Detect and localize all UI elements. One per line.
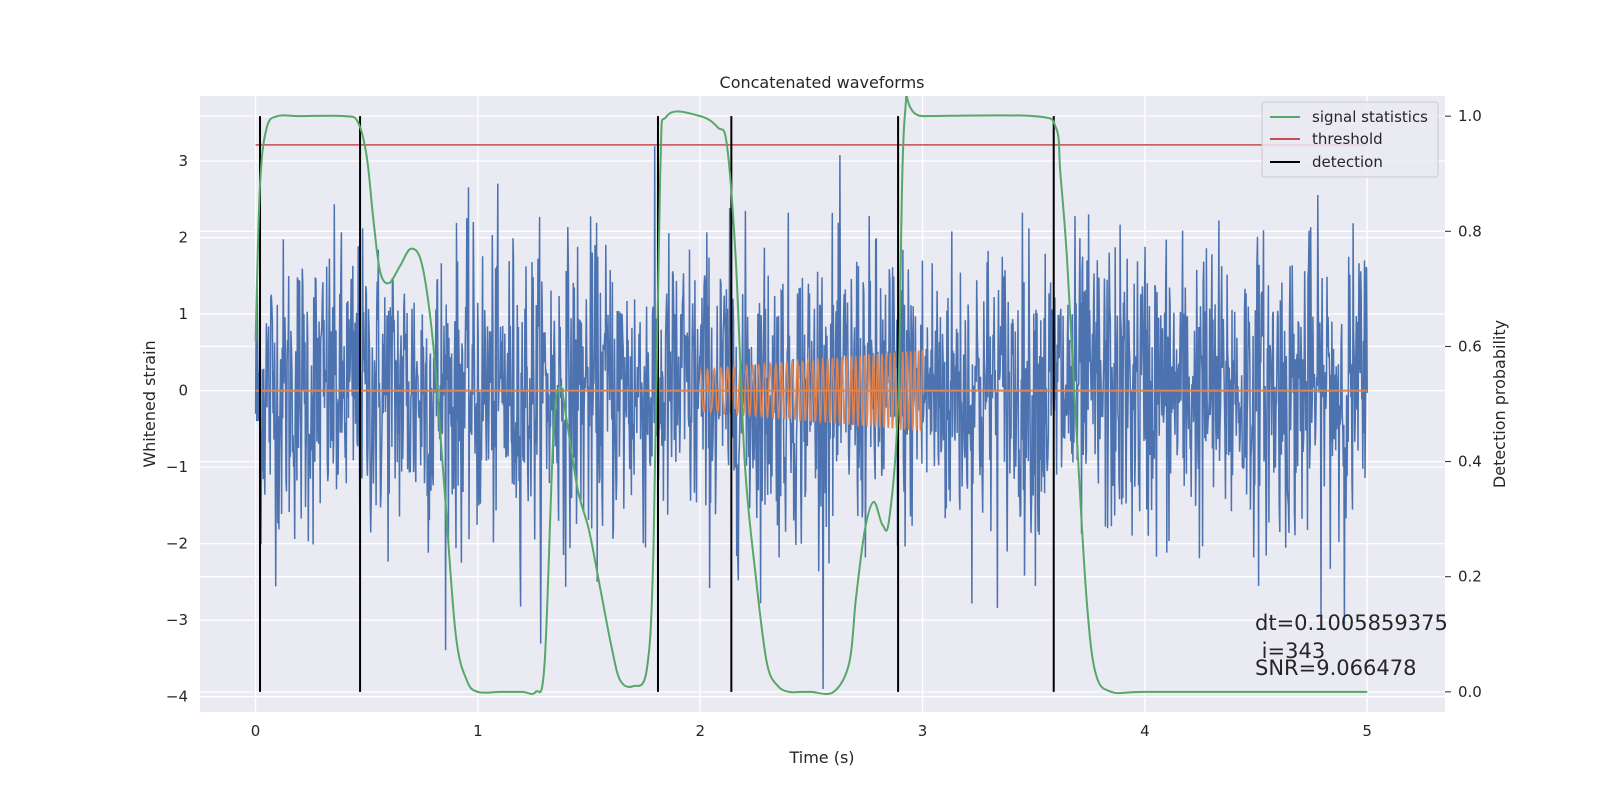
legend: signal statistics threshold detection (1261, 101, 1439, 178)
y2-tick-label: 1.0 (1458, 107, 1482, 125)
y-tick-label: 1 (178, 305, 188, 323)
x-tick-label: 4 (1140, 722, 1150, 740)
y2-axis-label: Detection probability (1490, 320, 1509, 488)
detection-lines (259, 116, 1055, 692)
y2-tick-label: 0.0 (1458, 683, 1482, 701)
y2-axis-ticks: 0.0 0.2 0.4 0.6 0.8 1.0 (1445, 107, 1482, 701)
annotation-dt: dt=0.1005859375 (1255, 611, 1448, 635)
x-tick-label: 5 (1362, 722, 1372, 740)
legend-label-detection: detection (1312, 153, 1383, 171)
y2-tick-label: 0.8 (1458, 222, 1482, 240)
y-tick-label: −1 (166, 458, 188, 476)
annotation-snr: SNR=9.066478 (1255, 656, 1416, 680)
y-tick-label: 3 (178, 152, 188, 170)
x-axis-label: Time (s) (788, 748, 854, 767)
y-tick-label: −2 (166, 535, 188, 553)
signal-statistics-series (254, 96, 1368, 695)
y2-tick-label: 0.2 (1458, 568, 1482, 586)
y-tick-label: −4 (166, 688, 188, 706)
x-tick-label: 0 (251, 722, 261, 740)
y-axis-label: Whitened strain (140, 340, 159, 467)
legend-label-signal-statistics: signal statistics (1312, 108, 1428, 126)
y-tick-label: −3 (166, 611, 188, 629)
plot-area (254, 96, 1368, 695)
y-tick-label: 0 (178, 382, 188, 400)
x-axis-ticks: 0 1 2 3 4 5 (251, 722, 1372, 740)
x-tick-label: 2 (695, 722, 705, 740)
y-tick-label: 2 (178, 229, 188, 247)
annotations: dt=0.1005859375 i=343 SNR=9.066478 (1255, 611, 1448, 680)
y-axis-ticks: −4 −3 −2 −1 0 1 2 3 (166, 152, 188, 706)
y2-tick-label: 0.6 (1458, 337, 1482, 355)
annotation-i: i=343 (1255, 639, 1325, 663)
y2-tick-label: 0.4 (1458, 453, 1482, 471)
injected-waveform-series (699, 350, 924, 431)
chart-title: Concatenated waveforms (720, 73, 925, 92)
x-tick-label: 1 (473, 722, 483, 740)
x-tick-label: 3 (918, 722, 928, 740)
legend-label-threshold: threshold (1312, 130, 1383, 148)
legend-box (1261, 101, 1439, 178)
